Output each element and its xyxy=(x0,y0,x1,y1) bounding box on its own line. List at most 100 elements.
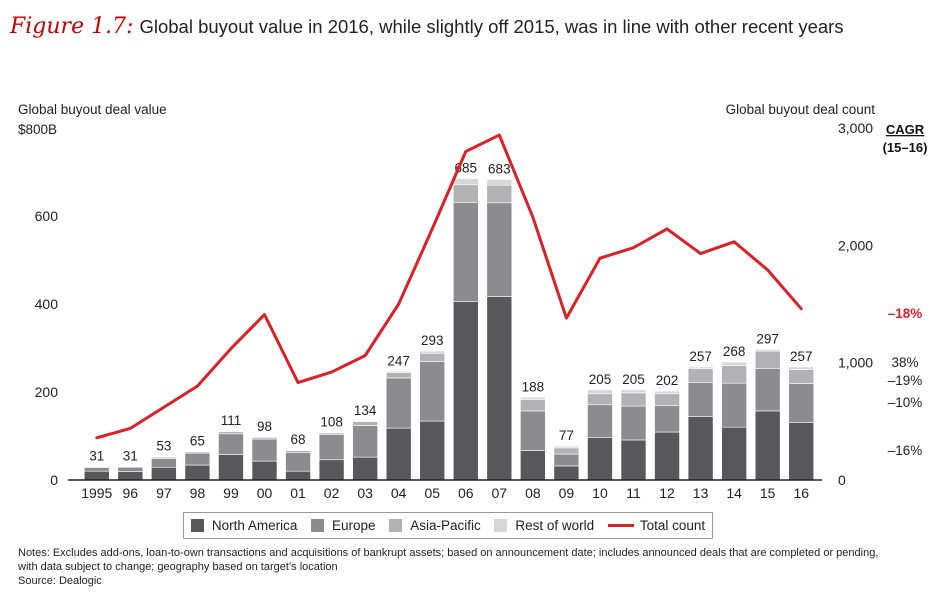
bar-segment-europe xyxy=(788,383,815,423)
bar-segment-asia-pacific xyxy=(218,431,244,435)
legend: North America Europe Asia-Pacific Rest o… xyxy=(183,512,713,539)
bar-segment-asia-pacific xyxy=(486,184,513,204)
x-tick-label: 15 xyxy=(760,485,776,501)
bar-segment-rest-of-world xyxy=(520,396,546,400)
x-tick-label: 96 xyxy=(123,485,139,501)
bar-total-label: 31 xyxy=(123,448,138,463)
x-tick-label: 09 xyxy=(559,485,575,501)
right-tick-label: 3,000 xyxy=(838,120,873,136)
cagr-period: (15–16) xyxy=(883,140,928,155)
bar-total-label: 53 xyxy=(156,439,171,454)
legend-swatch-rest-of-world xyxy=(494,519,508,532)
bar-segment-europe xyxy=(553,453,580,467)
bar-segment-north-america xyxy=(754,410,781,481)
bar-segment-europe xyxy=(754,368,781,412)
x-tick-label: 13 xyxy=(693,485,709,501)
bar-segment-rest-of-world xyxy=(385,371,412,373)
bar-segment-rest-of-world xyxy=(452,178,479,186)
legend-item-total-count: Total count xyxy=(607,518,705,533)
x-tick-label: 98 xyxy=(190,485,206,501)
cagr-heading: CAGR xyxy=(886,122,925,137)
bar-segment-europe xyxy=(486,202,513,297)
bar-segment-asia-pacific xyxy=(587,393,613,406)
bar-total-label: 31 xyxy=(89,448,104,463)
bar-segment-europe xyxy=(721,382,747,428)
bar-segment-europe xyxy=(620,405,647,441)
left-tick-label: 400 xyxy=(35,296,59,312)
x-tick-label: 04 xyxy=(391,485,407,501)
chart-title: Global buyout value in 2016, while sligh… xyxy=(139,16,844,37)
x-axis-ticks: 1995 96 97 98 99 00 01 02 03 04 05 06 07 08 09 10 11 12 13… xyxy=(81,485,809,501)
bar-segment-north-america xyxy=(218,454,244,481)
bar-segment-north-america xyxy=(318,459,345,481)
bar-total-label: 77 xyxy=(559,428,574,443)
legend-label-north-america: North America xyxy=(211,518,298,533)
total-count-line xyxy=(95,133,803,440)
x-tick-label: 16 xyxy=(793,485,809,501)
bar-segment-north-america xyxy=(553,465,580,481)
bar-total-label: 268 xyxy=(723,344,746,359)
left-axis-title: Global buyout deal value xyxy=(18,102,167,117)
bar-segment-rest-of-world xyxy=(419,350,446,354)
x-tick-label: 99 xyxy=(223,485,239,501)
notes-line-2: with data subject to change; geography b… xyxy=(18,561,338,573)
bar-segment-europe xyxy=(251,438,278,462)
bar-segment-europe xyxy=(419,361,446,422)
bar-segment-europe xyxy=(117,466,144,472)
bar-total-label: 247 xyxy=(387,353,410,368)
bar-segment-north-america xyxy=(285,470,311,481)
legend-item-europe: Europe xyxy=(311,518,376,533)
legend-swatch-asia-pacific xyxy=(389,519,403,532)
bar-total-label: 68 xyxy=(291,432,306,447)
bar-segment-rest-of-world xyxy=(788,366,815,370)
x-tick-label: 11 xyxy=(626,485,641,501)
bar-segment-north-america xyxy=(587,437,613,481)
bar-total-label: 134 xyxy=(354,403,377,418)
cagr-north-america: –16% xyxy=(888,443,923,458)
bar-segment-asia-pacific xyxy=(385,372,412,379)
bar-total-label: 257 xyxy=(790,349,813,364)
left-axis-top-label: $800B xyxy=(18,122,57,137)
bar-segment-rest-of-world xyxy=(754,349,781,352)
x-tick-label: 05 xyxy=(424,485,440,501)
notes-line-1: Notes: Excludes add-ons, loan-to-own tra… xyxy=(18,547,879,559)
right-axis-title: Global buyout deal count xyxy=(726,102,876,117)
bar-segment-europe xyxy=(520,410,546,451)
bar-total-label: 297 xyxy=(756,331,779,346)
bar-segment-europe xyxy=(285,452,311,472)
bar-segment-rest-of-world xyxy=(620,389,647,394)
bar-segment-rest-of-world xyxy=(721,361,747,366)
left-tick-label: 600 xyxy=(35,208,59,224)
bar-segment-north-america xyxy=(83,470,110,481)
bar-segment-north-america xyxy=(654,431,680,481)
legend-line-total-count xyxy=(607,524,634,527)
bar-segment-north-america xyxy=(117,471,144,481)
right-tick-label: 2,000 xyxy=(838,237,873,253)
bar-segment-rest-of-world xyxy=(587,389,613,395)
bar-segment-north-america xyxy=(452,301,479,481)
bar-segment-asia-pacific xyxy=(352,421,378,426)
bar-series xyxy=(83,178,815,481)
bar-segment-europe xyxy=(452,202,479,302)
bar-segment-asia-pacific xyxy=(687,368,714,383)
x-tick-label: 97 xyxy=(156,485,172,501)
legend-swatch-europe xyxy=(311,519,325,532)
notes-source: Source: Dealogic xyxy=(18,575,102,587)
notes: Notes: Excludes add-ons, loan-to-own tra… xyxy=(18,546,938,588)
x-tick-label: 00 xyxy=(257,485,273,501)
cagr-rest-of-world: 38% xyxy=(891,355,918,370)
bar-segment-europe xyxy=(83,467,110,472)
legend-item-rest-of-world: Rest of world xyxy=(494,518,594,533)
bar-segment-north-america xyxy=(721,426,747,481)
bar-total-label: 111 xyxy=(221,413,242,428)
bar-segment-rest-of-world xyxy=(553,445,580,449)
bar-total-label: 108 xyxy=(320,414,343,429)
bar-segment-north-america xyxy=(184,464,211,481)
bar-segment-asia-pacific xyxy=(419,352,446,362)
chart-title-row: Figure 1.7: Global buyout value in 2016, … xyxy=(10,14,945,39)
x-tick-label: 14 xyxy=(726,485,742,501)
bar-segment-north-america xyxy=(620,439,647,481)
x-tick-label: 01 xyxy=(290,485,306,501)
legend-item-north-america: North America xyxy=(190,518,298,533)
